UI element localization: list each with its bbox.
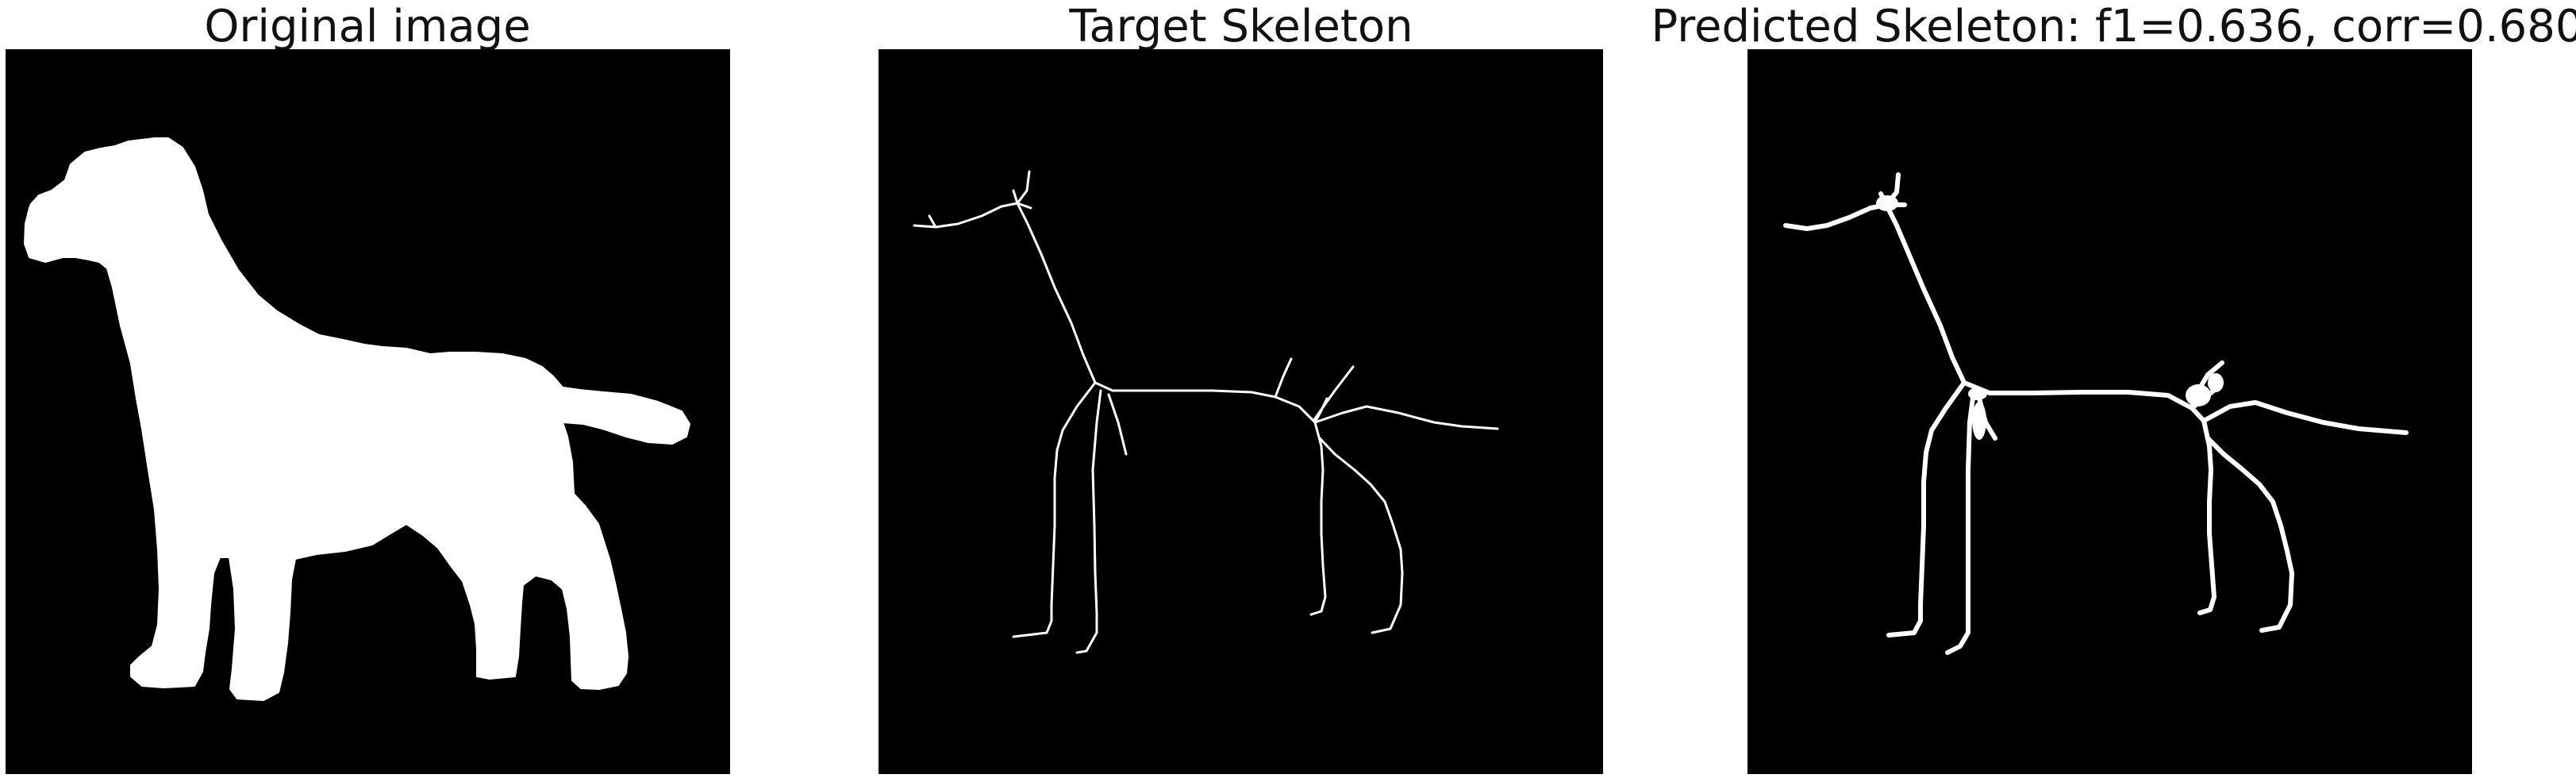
skeleton-tail: [1313, 405, 1499, 430]
skeleton-hind-leg-2: [2205, 436, 2294, 633]
skeleton-hind-leg-1: [1309, 421, 1327, 616]
skeleton-front-leg-1: [1886, 380, 1967, 638]
skeleton-chest-branch: [1107, 393, 1128, 456]
panel-title: Target Skeleton: [1069, 1, 1413, 52]
skeleton-tail: [2201, 400, 2409, 435]
hip-blob-2: [2208, 373, 2224, 392]
panel-title: Predicted Skeleton: f1=0.636, corr=0.680: [1651, 1, 2576, 52]
head-blob: [1876, 195, 1898, 211]
chest-blob: [1972, 402, 1986, 440]
skeleton-front-leg-2: [1075, 389, 1102, 654]
shoulder-blob: [1968, 387, 1987, 400]
image-background: [879, 49, 1603, 774]
skeleton-head: [1783, 172, 1901, 231]
hip-blob: [2186, 384, 2211, 406]
skeleton-neck: [1016, 202, 1114, 392]
skeleton-head: [913, 170, 1031, 229]
dog-silhouette: [24, 137, 690, 701]
skeleton-hip-branches: [1274, 357, 1355, 424]
skeleton-head-branch: [928, 189, 1032, 229]
panel-title: Original image: [204, 1, 531, 52]
skeleton-front-leg-2: [1945, 390, 1976, 655]
skeleton-front-leg-1: [1012, 381, 1097, 638]
original-image: [6, 49, 730, 774]
target-skeleton: [879, 49, 1603, 774]
skeleton-lines: [913, 170, 1499, 654]
image-background: [1747, 49, 2472, 774]
skeleton-neck: [1884, 202, 1992, 395]
skeleton-blobs: [1876, 195, 2224, 440]
skeleton-back: [1111, 389, 1317, 424]
skeleton-hind-leg-1: [2197, 418, 2217, 615]
skeleton-hind-leg-2: [1318, 437, 1404, 634]
predicted-skeleton: [1747, 49, 2472, 774]
